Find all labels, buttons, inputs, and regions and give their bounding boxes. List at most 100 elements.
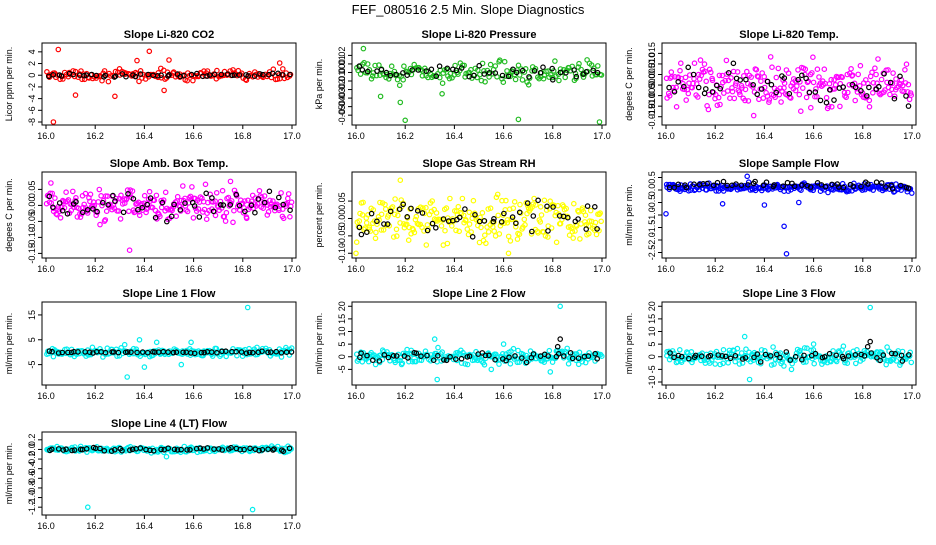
- data-point-all: [585, 230, 592, 237]
- data-point-all: [230, 67, 236, 73]
- outlier-point-all: [867, 304, 874, 311]
- data-point-selected: [883, 184, 889, 190]
- x-tick-label: 16.8: [234, 391, 252, 401]
- x-tick-label: 17.0: [593, 391, 611, 401]
- outlier-point-all: [72, 92, 79, 98]
- chart-title: Slope Line 2 Flow: [433, 288, 526, 300]
- data-point-all: [256, 188, 263, 194]
- data-point-all: [225, 194, 232, 201]
- data-point-all: [773, 74, 780, 81]
- data-point-all: [204, 68, 211, 74]
- data-point-all: [105, 78, 112, 85]
- data-point-selected: [69, 447, 75, 454]
- y-tick-label: 4: [27, 49, 37, 54]
- y-tick-label: -0.02: [337, 79, 347, 100]
- x-tick-label: 16.2: [396, 391, 414, 401]
- data-point-all: [103, 208, 110, 215]
- data-point-selected: [888, 350, 895, 357]
- data-point-all: [736, 89, 743, 95]
- data-point-selected: [594, 226, 600, 232]
- data-point-all: [713, 188, 719, 194]
- data-point-selected: [180, 349, 186, 356]
- data-point-all: [504, 220, 511, 226]
- data-point-selected: [701, 90, 708, 97]
- data-point-selected: [490, 218, 497, 225]
- data-point-selected: [158, 446, 164, 453]
- data-point-all: [444, 240, 451, 247]
- data-point-all: [677, 67, 683, 74]
- data-point-all: [828, 358, 834, 365]
- data-point-selected: [208, 349, 215, 355]
- data-point-selected: [381, 351, 388, 358]
- data-point-all: [203, 216, 210, 223]
- chart-title: Slope Sample Flow: [739, 158, 840, 170]
- data-point-all: [63, 189, 69, 196]
- data-point-all: [694, 94, 701, 100]
- plot-frame: [661, 301, 917, 386]
- data-point-all: [117, 216, 124, 222]
- data-point-selected: [727, 355, 734, 362]
- data-point-selected: [526, 74, 532, 80]
- data-point-all: [818, 83, 825, 90]
- data-point-all: [848, 66, 854, 72]
- data-point-selected: [423, 68, 430, 74]
- y-tick-label: 5: [337, 342, 347, 347]
- data-point-all: [736, 361, 743, 367]
- data-point-all: [464, 361, 471, 368]
- data-point-selected: [261, 199, 268, 206]
- data-point-selected: [119, 71, 126, 77]
- data-point-selected: [458, 355, 465, 362]
- data-point-selected: [228, 444, 234, 451]
- data-point-selected: [243, 350, 250, 357]
- data-point-selected: [139, 204, 146, 211]
- data-point-all: [841, 89, 848, 96]
- y-tick-label: -0.6: [27, 471, 37, 487]
- data-point-selected: [364, 352, 370, 359]
- data-point-selected: [685, 355, 692, 362]
- data-point-all: [736, 354, 743, 361]
- data-point-selected: [217, 202, 224, 208]
- data-point-all: [905, 81, 912, 88]
- data-point-selected: [466, 73, 473, 80]
- outlier-point-all: [166, 57, 172, 63]
- data-point-selected: [387, 72, 394, 79]
- data-point-selected: [823, 99, 830, 106]
- data-point-all: [795, 67, 801, 73]
- data-point-all: [423, 204, 429, 211]
- data-point-selected: [873, 179, 880, 186]
- data-point-all: [396, 82, 403, 89]
- data-point-all: [353, 239, 360, 246]
- data-point-selected: [286, 445, 293, 452]
- data-point-all: [578, 66, 584, 73]
- data-point-all: [499, 350, 506, 357]
- data-point-all: [364, 61, 371, 67]
- data-point-selected: [97, 445, 103, 452]
- outlier-point-all: [741, 333, 748, 340]
- data-point-selected: [415, 67, 422, 73]
- y-tick-label: 0.01: [337, 55, 347, 73]
- chart-panel-8: Slope Line 2 Flow ml/min per min. 16.0 16.2…: [314, 288, 611, 401]
- data-point-selected: [786, 90, 793, 97]
- data-point-selected: [751, 354, 757, 361]
- data-point-all: [481, 361, 488, 368]
- data-point-selected: [733, 181, 739, 187]
- data-point-selected: [265, 446, 271, 453]
- data-point-all: [528, 231, 535, 237]
- outlier-point-all: [746, 376, 753, 383]
- data-point-all: [683, 97, 690, 103]
- data-point-selected: [524, 200, 531, 206]
- data-point-all: [580, 74, 587, 80]
- outlier-point-all: [397, 99, 404, 106]
- data-point-all: [750, 84, 756, 90]
- data-point-all: [466, 221, 473, 227]
- data-point-selected: [821, 353, 828, 360]
- x-tick-label: 16.8: [234, 521, 252, 531]
- data-point-all: [47, 190, 54, 197]
- data-point-selected: [269, 70, 276, 77]
- data-point-all: [136, 78, 142, 85]
- data-point-all: [843, 94, 850, 101]
- data-point-all: [902, 67, 908, 73]
- data-point-selected: [111, 446, 118, 453]
- data-point-selected: [709, 89, 716, 95]
- data-point-selected: [229, 72, 236, 79]
